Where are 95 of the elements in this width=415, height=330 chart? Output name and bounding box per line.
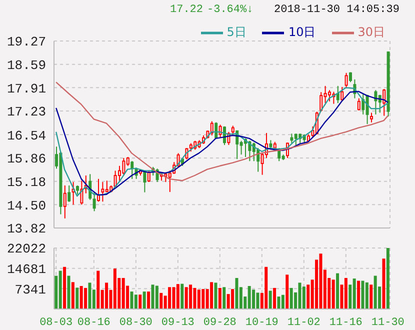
bar bbox=[281, 294, 284, 309]
bar bbox=[332, 280, 335, 309]
candlestick bbox=[370, 112, 373, 123]
bar bbox=[84, 288, 88, 309]
bar bbox=[134, 294, 138, 309]
x-tick-label: 08-30 bbox=[119, 316, 152, 329]
y-tick-label: 16.54 bbox=[6, 128, 46, 144]
bar bbox=[218, 288, 222, 309]
y-tick-label: 17.23 bbox=[6, 104, 46, 120]
bar bbox=[71, 282, 74, 309]
x-tick-label: 11-30 bbox=[371, 316, 404, 329]
candlestick bbox=[130, 160, 134, 180]
bar bbox=[370, 284, 373, 309]
text: 2018-11-30 14:05:39 bbox=[274, 4, 400, 16]
bar bbox=[277, 296, 280, 309]
bar bbox=[138, 294, 142, 309]
bar bbox=[96, 270, 100, 309]
candlestick bbox=[63, 184, 66, 219]
y-tick-label: 18.59 bbox=[6, 58, 46, 73]
y-tick-label: 7341 bbox=[14, 282, 46, 298]
bar bbox=[172, 287, 176, 309]
bar bbox=[298, 282, 302, 309]
bar bbox=[252, 290, 256, 309]
bar bbox=[202, 289, 205, 309]
bar bbox=[290, 288, 293, 309]
x-tick-label: 08-03 bbox=[40, 316, 73, 329]
y-tick-label: 19.27 bbox=[6, 34, 46, 50]
bar bbox=[344, 278, 348, 309]
x-tick-label: 09-13 bbox=[161, 316, 194, 329]
bar bbox=[302, 286, 306, 309]
x-tick-label: 11-02 bbox=[287, 316, 320, 329]
y-tick-label: 14.50 bbox=[6, 198, 46, 214]
bar bbox=[142, 292, 146, 309]
candlestick bbox=[68, 184, 71, 202]
candlestick bbox=[101, 182, 104, 202]
y-tick-label: 13.82 bbox=[6, 222, 46, 237]
x-tick-label: 10-19 bbox=[245, 316, 278, 329]
bar bbox=[76, 288, 79, 309]
candlestick bbox=[382, 88, 386, 116]
y-tick-label: 22022 bbox=[6, 242, 46, 257]
bar bbox=[113, 268, 116, 309]
bar bbox=[286, 274, 289, 309]
x-tick-label: 09-28 bbox=[203, 316, 236, 329]
y-tick-label: 15.86 bbox=[6, 152, 46, 167]
y-tick-label: 17.91 bbox=[6, 81, 46, 96]
line-series bbox=[56, 82, 388, 182]
candlestick bbox=[357, 98, 360, 110]
x-tick-label: 11-16 bbox=[329, 316, 362, 329]
bar bbox=[122, 278, 125, 309]
bar bbox=[214, 282, 218, 309]
bar bbox=[382, 258, 386, 309]
legend-label: 30日 bbox=[358, 24, 385, 41]
bar bbox=[147, 292, 150, 309]
text: -3.64%↓ bbox=[207, 4, 254, 16]
bar bbox=[256, 292, 260, 309]
x-tick-label: 08-16 bbox=[77, 316, 110, 329]
bar bbox=[264, 266, 268, 309]
bar bbox=[197, 290, 200, 309]
bar bbox=[130, 292, 134, 309]
bar bbox=[361, 280, 364, 309]
bar bbox=[180, 284, 184, 309]
bar bbox=[273, 288, 276, 309]
bar bbox=[336, 273, 340, 309]
bar bbox=[352, 278, 356, 309]
bar bbox=[193, 288, 196, 309]
bar bbox=[374, 276, 377, 309]
candlestick bbox=[105, 180, 108, 192]
y-tick-label: 15.18 bbox=[6, 174, 46, 190]
bar bbox=[151, 284, 154, 309]
bar bbox=[63, 266, 66, 309]
y-tick-label: 14681 bbox=[6, 262, 46, 277]
bar bbox=[357, 280, 360, 309]
bar bbox=[160, 292, 163, 309]
bar bbox=[88, 282, 92, 309]
bar bbox=[231, 289, 234, 309]
bar bbox=[155, 286, 158, 309]
bar bbox=[365, 282, 368, 309]
bar bbox=[235, 278, 238, 309]
text: 17.22 bbox=[170, 4, 204, 16]
bar bbox=[105, 282, 108, 309]
bar bbox=[176, 284, 180, 309]
bar bbox=[319, 254, 322, 309]
bar bbox=[58, 270, 62, 309]
candlestick bbox=[76, 184, 79, 195]
legend-label: 10日 bbox=[288, 24, 316, 41]
bar bbox=[248, 286, 251, 309]
bar bbox=[80, 286, 83, 309]
bar bbox=[222, 287, 226, 309]
bar bbox=[67, 276, 70, 309]
bar bbox=[189, 284, 192, 309]
bar bbox=[268, 290, 272, 309]
legend-label: 5日 bbox=[226, 24, 246, 41]
bar bbox=[184, 287, 188, 309]
bar bbox=[210, 282, 214, 309]
bar bbox=[168, 287, 172, 309]
